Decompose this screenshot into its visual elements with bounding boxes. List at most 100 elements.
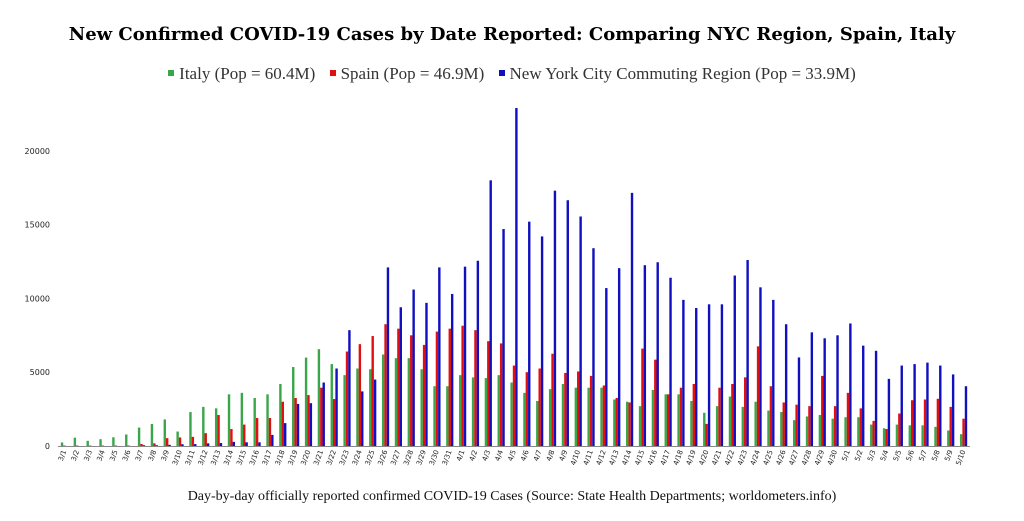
bar-nyc-3-20 [309, 403, 313, 446]
bar-nyc-3-15 [245, 442, 248, 446]
bar-italy-3-18 [279, 384, 282, 446]
x-tick-label-3-19: 3/19 [287, 449, 300, 467]
x-tick-label-4-19: 4/19 [685, 449, 698, 467]
bar-nyc-5-8 [939, 365, 942, 446]
x-tick-label-5-3: 5/3 [866, 449, 877, 462]
y-axis: 0 5000 10000 15000 20000 [25, 147, 50, 451]
x-tick-label-4-20: 4/20 [698, 449, 711, 467]
bar-spain-5-3 [872, 420, 875, 446]
bar-spain-4-19 [692, 384, 696, 446]
bar-spain-4-26 [782, 402, 785, 446]
bar-nyc-4-24 [759, 287, 762, 446]
bar-nyc-3-12 [206, 443, 210, 446]
bar-italy-5-10 [959, 434, 963, 446]
x-tick-label-4-5: 4/5 [507, 449, 518, 462]
bar-italy-3-29 [420, 369, 423, 446]
bar-italy-3-17 [266, 394, 269, 446]
bar-nyc-4-23 [746, 260, 749, 446]
bar-italy-5-3 [870, 424, 873, 446]
bar-spain-3-13 [217, 415, 220, 446]
bar-italy-4-15 [638, 406, 642, 446]
x-tick-label-4-4: 4/4 [494, 448, 506, 462]
x-tick-label-3-7: 3/7 [134, 449, 145, 462]
bar-spain-3-14 [230, 429, 233, 446]
bar-nyc-4-16 [656, 262, 659, 446]
bar-italy-3-10 [176, 431, 179, 446]
x-tick-label-4-13: 4/13 [608, 449, 621, 467]
bar-italy-4-11 [587, 387, 590, 446]
bar-spain-3-17 [268, 417, 272, 446]
bar-nyc-4-7 [540, 236, 544, 446]
bar-nyc-3-31 [450, 293, 454, 446]
bar-nyc-4-22 [733, 275, 736, 446]
x-tick-label-3-26: 3/26 [377, 448, 390, 466]
bar-nyc-4-5 [515, 108, 518, 446]
bar-italy-5-1 [844, 417, 847, 446]
bar-nyc-3-21 [322, 382, 325, 446]
bar-italy-3-30 [433, 386, 436, 446]
x-tick-label-4-14: 4/14 [621, 448, 634, 466]
bar-spain-3-15 [243, 424, 246, 446]
bar-spain-4-10 [577, 371, 580, 446]
x-tick-label-5-5: 5/5 [892, 449, 903, 462]
x-tick-label-3-31: 3/31 [441, 449, 454, 467]
x-tick-label-4-15: 4/15 [633, 449, 646, 467]
bar-italy-4-16 [651, 389, 655, 446]
bar-spain-5-10 [962, 418, 965, 446]
x-tick-label-3-20: 3/20 [299, 449, 312, 467]
x-tick-label-4-25: 4/25 [762, 449, 775, 467]
bar-nyc-4-10 [579, 216, 582, 446]
x-tick-label-5-1: 5/1 [840, 449, 851, 462]
bar-spain-4-24 [756, 346, 760, 446]
bar-italy-4-27 [792, 420, 796, 446]
x-tick-label-4-12: 4/12 [595, 449, 608, 467]
bar-spain-3-16 [255, 417, 259, 446]
bar-spain-3-28 [410, 335, 413, 446]
bar-spain-4-12 [602, 385, 606, 446]
bar-spain-4-30 [833, 406, 837, 446]
x-tick-label-5-7: 5/7 [918, 449, 929, 462]
chart-title: New Confirmed COVID-19 Cases by Date Rep… [68, 24, 956, 45]
bar-italy-3-19 [292, 367, 295, 446]
x-tick-label-5-4: 5/4 [879, 448, 891, 462]
bar-spain-5-2 [859, 408, 863, 446]
bar-spain-4-4 [499, 343, 503, 446]
bar-nyc-3-16 [258, 442, 261, 446]
bar-spain-3-10 [178, 437, 182, 446]
bar-spain-4-3 [487, 341, 490, 446]
bar-spain-3-31 [448, 328, 451, 446]
bar-nyc-3-27 [399, 307, 402, 446]
x-tick-label-3-15: 3/15 [235, 449, 248, 467]
bar-nyc-4-4 [502, 229, 505, 446]
bar-italy-4-17 [664, 394, 667, 446]
bar-italy-4-19 [690, 400, 693, 446]
x-tick-label-3-1: 3/1 [57, 449, 68, 462]
bar-nyc-4-6 [528, 221, 531, 446]
bar-spain-4-11 [589, 375, 593, 446]
bar-italy-5-4 [882, 428, 886, 446]
bar-nyc-4-19 [695, 308, 698, 446]
x-tick-label-4-29: 4/29 [813, 449, 826, 467]
x-tick-label-3-27: 3/27 [389, 449, 402, 467]
x-tick-label-4-23: 4/23 [736, 449, 749, 467]
x-tick-label-3-12: 3/12 [197, 449, 210, 467]
x-tick-label-5-8: 5/8 [930, 449, 941, 462]
bar-nyc-4-25 [772, 299, 775, 446]
bar-spain-3-27 [397, 328, 400, 446]
bar-spain-4-27 [795, 404, 798, 446]
bar-italy-3-16 [253, 398, 256, 446]
x-tick-label-4-22: 4/22 [723, 449, 736, 467]
bar-italy-4-1 [459, 375, 462, 446]
bar-spain-4-6 [525, 372, 529, 446]
bar-spain-5-7 [923, 399, 927, 446]
bar-italy-4-18 [677, 394, 680, 446]
x-tick-label-4-9: 4/9 [558, 449, 569, 462]
legend-item-spain: Spain (Pop = 46.9M) [329, 64, 484, 84]
bar-nyc-5-6 [913, 364, 916, 446]
bar-italy-4-4 [497, 375, 500, 446]
x-tick-label-3-14: 3/14 [222, 448, 235, 466]
legend-swatch-italy [168, 70, 175, 77]
bar-italy-3-8 [150, 424, 154, 446]
bar-spain-4-18 [679, 387, 683, 446]
bar-nyc-5-2 [862, 345, 865, 446]
